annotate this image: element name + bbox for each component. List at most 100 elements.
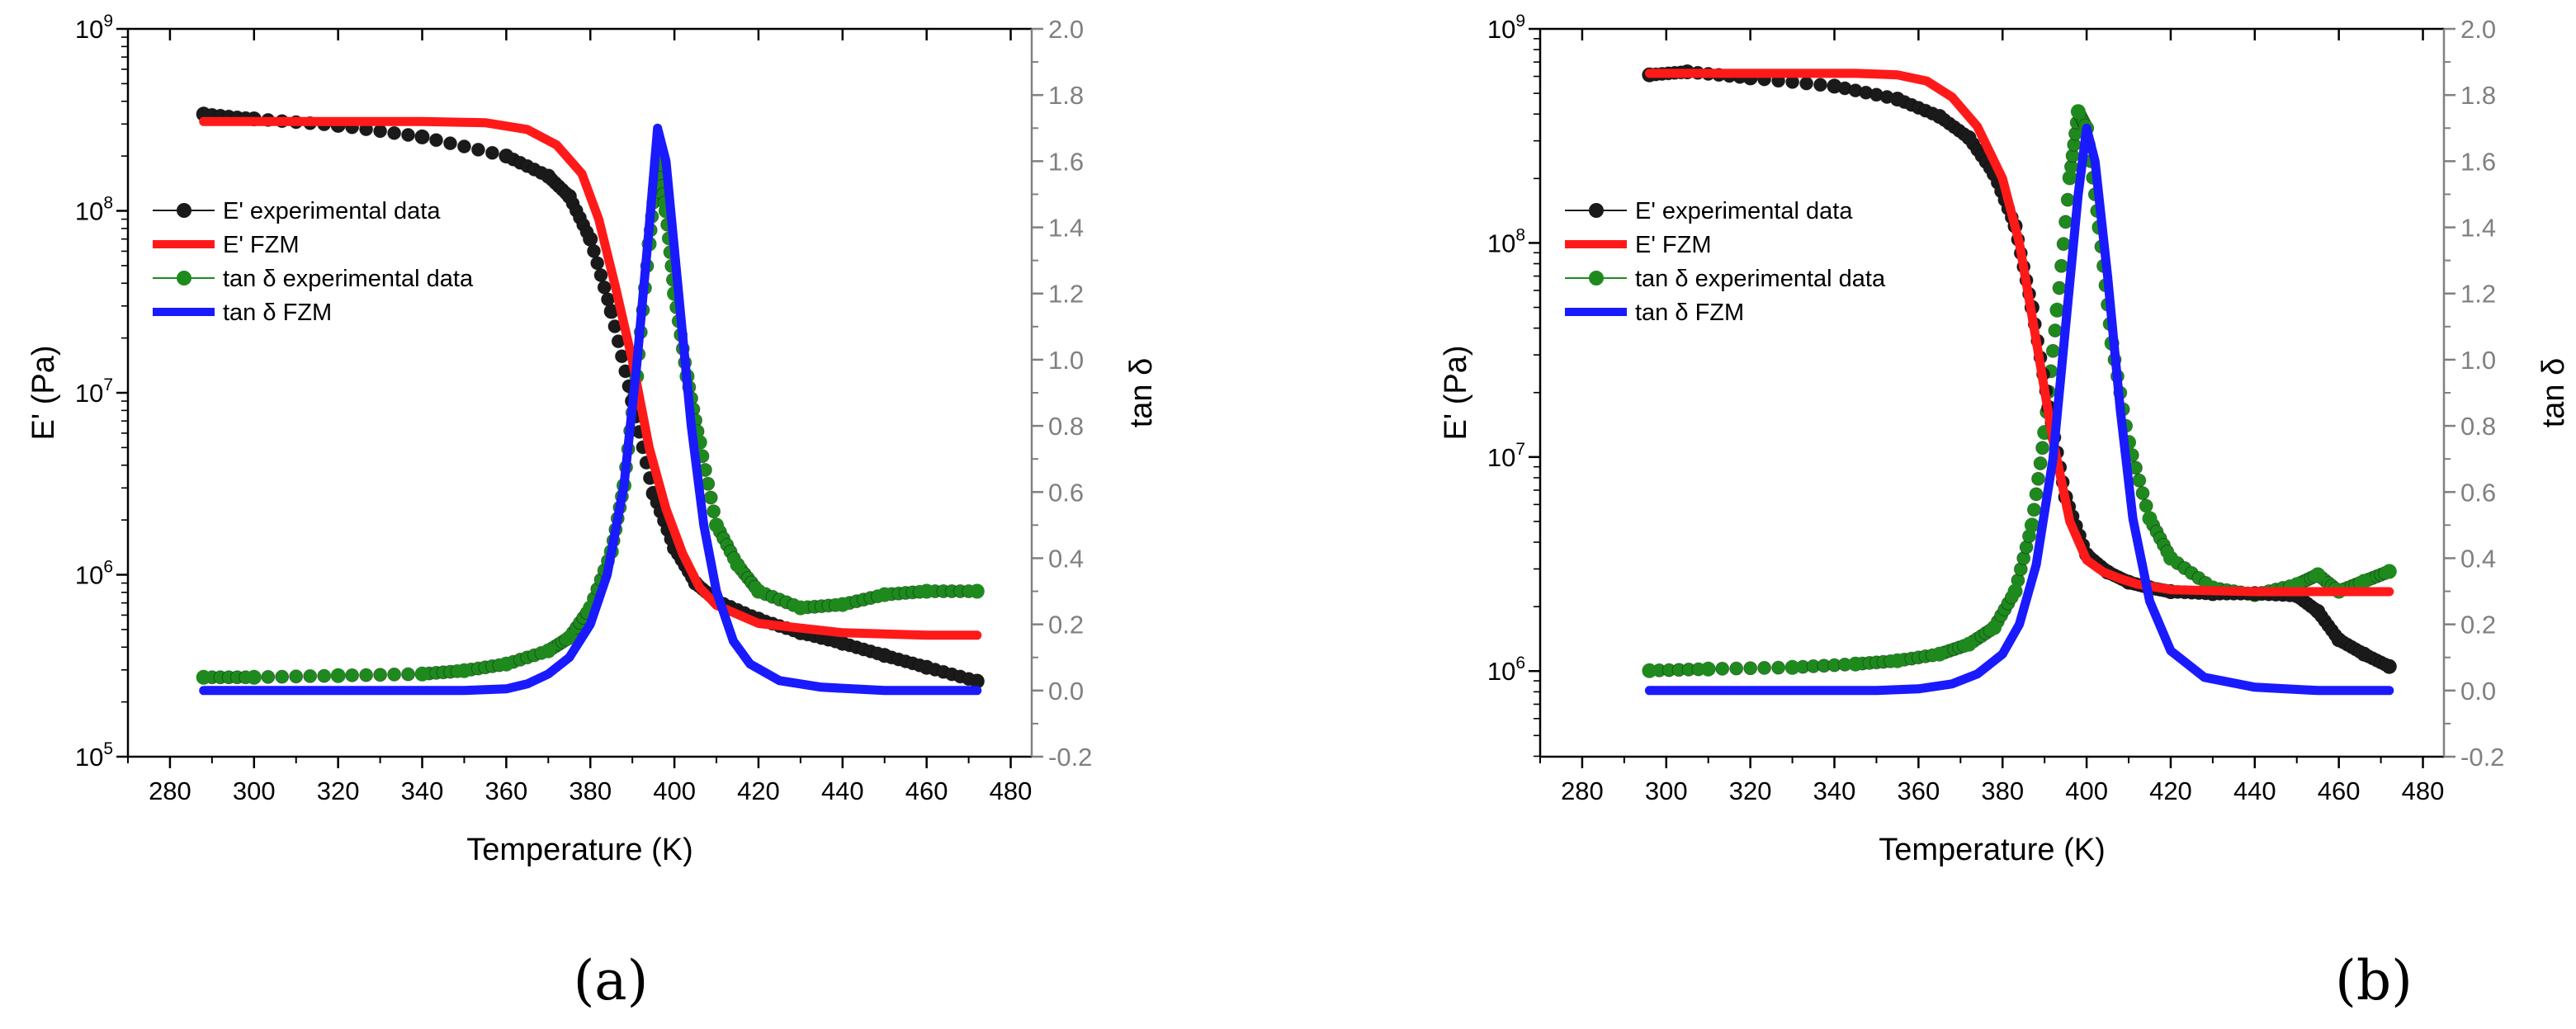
data-point bbox=[289, 669, 304, 684]
data-point bbox=[541, 168, 556, 184]
y-axis-title: E' (Pa) bbox=[26, 346, 61, 441]
y-tick-label: 105 bbox=[75, 739, 113, 772]
y2-tick-label: 1.2 bbox=[1048, 280, 1084, 309]
x-tick-label: 480 bbox=[990, 776, 1033, 805]
y2-tick-label: 0.2 bbox=[1048, 611, 1084, 640]
y2-tick-label: 2.0 bbox=[2460, 15, 2496, 44]
data-point bbox=[373, 124, 388, 139]
x-tick-label: 400 bbox=[653, 776, 696, 805]
data-point bbox=[373, 668, 388, 682]
y2-tick-label: 1.4 bbox=[2460, 214, 2496, 243]
x-tick-label: 360 bbox=[1898, 776, 1940, 805]
data-point bbox=[919, 583, 934, 599]
y2-tick-label: 1.2 bbox=[2460, 280, 2496, 309]
data-point bbox=[2035, 441, 2050, 455]
y2-tick-label: -0.2 bbox=[2460, 743, 2504, 772]
data-point bbox=[470, 142, 485, 157]
data-point bbox=[2310, 603, 2326, 619]
data-point bbox=[2062, 170, 2077, 186]
data-point bbox=[1987, 620, 2002, 635]
y2-tick-label: 1.0 bbox=[2460, 346, 2496, 375]
data-point bbox=[196, 669, 211, 685]
x-tick-label: 420 bbox=[2149, 776, 2192, 805]
y-tick-label: 108 bbox=[75, 194, 113, 226]
legend-swatch-marker bbox=[1589, 203, 1604, 218]
y2-tick-label: 0.6 bbox=[1048, 478, 1084, 507]
data-point bbox=[1729, 661, 1744, 676]
x-tick-label: 320 bbox=[1729, 776, 1772, 805]
legend-label-fzm-E: E' FZM bbox=[223, 232, 300, 258]
data-point bbox=[1642, 663, 1657, 678]
legend-label-fzm-tan: tan δ FZM bbox=[223, 300, 332, 326]
data-point bbox=[414, 129, 430, 144]
legend-label-exp-tan: tan δ experimental data bbox=[1635, 266, 1886, 292]
data-point bbox=[2056, 237, 2071, 252]
data-point bbox=[1799, 76, 1814, 91]
data-point bbox=[597, 280, 612, 295]
data-point bbox=[707, 504, 721, 519]
y2-tick-label: 1.8 bbox=[1048, 81, 1084, 110]
data-point bbox=[359, 668, 374, 682]
data-point bbox=[345, 668, 360, 682]
data-point bbox=[541, 643, 556, 658]
x-tick-label: 340 bbox=[1813, 776, 1856, 805]
data-point bbox=[2310, 567, 2326, 583]
data-point bbox=[792, 600, 808, 616]
data-point bbox=[877, 648, 892, 663]
data-point bbox=[317, 668, 332, 683]
y2-tick-label: 1.4 bbox=[1048, 214, 1084, 243]
x-axis-title: Temperature (K) bbox=[1879, 833, 2106, 867]
data-point bbox=[1961, 130, 1977, 145]
data-point bbox=[919, 659, 934, 675]
caption-b: (b) bbox=[2335, 949, 2413, 1012]
data-point bbox=[2381, 658, 2397, 674]
y-tick-label: 106 bbox=[75, 558, 113, 590]
data-point bbox=[2070, 104, 2086, 120]
data-point bbox=[2052, 281, 2067, 295]
series-line bbox=[199, 116, 982, 640]
y2-tick-label: 1.0 bbox=[1048, 346, 1084, 375]
data-point bbox=[246, 669, 262, 685]
y-tick-label: 108 bbox=[1487, 225, 1525, 257]
y-tick-label: 107 bbox=[1487, 440, 1525, 472]
data-point bbox=[561, 189, 577, 204]
data-point bbox=[2356, 574, 2372, 589]
legend-swatch-marker bbox=[177, 271, 191, 286]
data-point bbox=[1757, 660, 1772, 675]
data-point bbox=[484, 145, 499, 160]
x-tick-label: 400 bbox=[2065, 776, 2108, 805]
y-axis-title: E' (Pa) bbox=[1439, 346, 1473, 441]
x-tick-label: 340 bbox=[401, 776, 444, 805]
data-point bbox=[2054, 258, 2068, 273]
x-tick-label: 300 bbox=[233, 776, 276, 805]
legend: E' experimental data E' FZM tan δ experime… bbox=[1565, 198, 1886, 326]
y2-tick-label: 1.6 bbox=[1048, 147, 1084, 176]
y2-tick-label: 0.0 bbox=[2460, 677, 2496, 706]
caption-a: (a) bbox=[573, 949, 649, 1012]
data-point bbox=[2331, 632, 2347, 648]
data-point bbox=[703, 490, 718, 505]
data-point bbox=[2058, 215, 2073, 229]
data-point bbox=[2135, 486, 2150, 501]
data-point bbox=[583, 231, 598, 247]
data-point bbox=[401, 667, 415, 682]
y2-tick-label: 1.8 bbox=[2460, 81, 2496, 110]
data-point bbox=[709, 517, 724, 533]
x-tick-label: 360 bbox=[485, 776, 528, 805]
legend-label-exp-E: E' experimental data bbox=[1635, 198, 1853, 224]
x-tick-label: 300 bbox=[1645, 776, 1688, 805]
series-line bbox=[1644, 123, 2394, 696]
legend: E' experimental data E' FZM tan δ experime… bbox=[153, 198, 474, 326]
y2-tick-label: 0.6 bbox=[2460, 478, 2496, 507]
data-point bbox=[401, 128, 415, 142]
y2-tick-label: 0.0 bbox=[1048, 677, 1084, 706]
data-point bbox=[1813, 78, 1827, 92]
y2-tick-label: 1.6 bbox=[2460, 147, 2496, 176]
x-tick-label: 380 bbox=[1981, 776, 2024, 805]
data-point bbox=[330, 668, 346, 683]
x-tick-label: 280 bbox=[1561, 776, 1604, 805]
data-point bbox=[593, 268, 608, 282]
data-point bbox=[261, 669, 276, 684]
data-point bbox=[561, 630, 577, 645]
data-point bbox=[2029, 487, 2044, 502]
